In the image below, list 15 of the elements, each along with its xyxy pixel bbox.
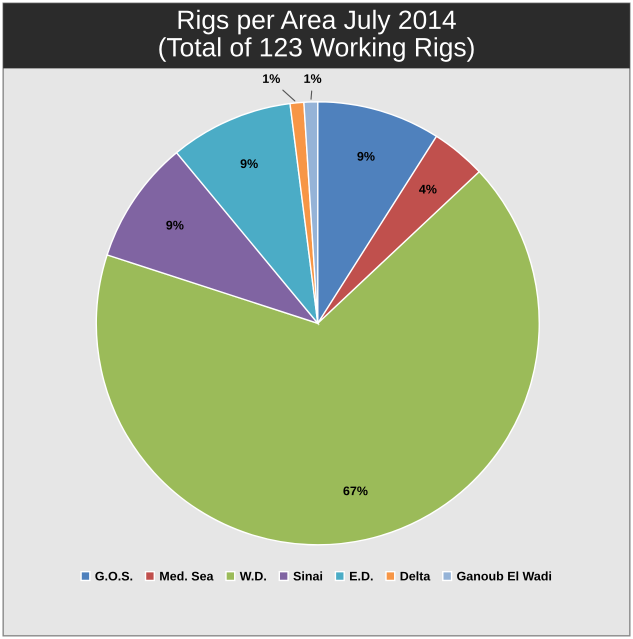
legend-label: G.O.S. (95, 572, 132, 581)
data-label: 9% (166, 220, 184, 230)
data-label: 9% (240, 159, 258, 168)
legend-label: Sinai (293, 571, 322, 581)
chart-title: Rigs per Area July 2014 (Total of 123 Working Rigs) (159, 10, 474, 62)
data-label: 9% (357, 152, 375, 161)
data-label: 1% (263, 74, 280, 84)
legend-label: E.D. (350, 572, 373, 580)
data-label: 1% (304, 74, 322, 84)
legend-label: Med. Sea (160, 571, 214, 581)
data-label: 4% (419, 184, 437, 194)
legend-label: Ganoub El Wadi (457, 571, 552, 581)
data-label: 67% (343, 486, 368, 496)
legend-label: Delta (400, 571, 430, 581)
legend-label: W.D. (240, 572, 266, 580)
